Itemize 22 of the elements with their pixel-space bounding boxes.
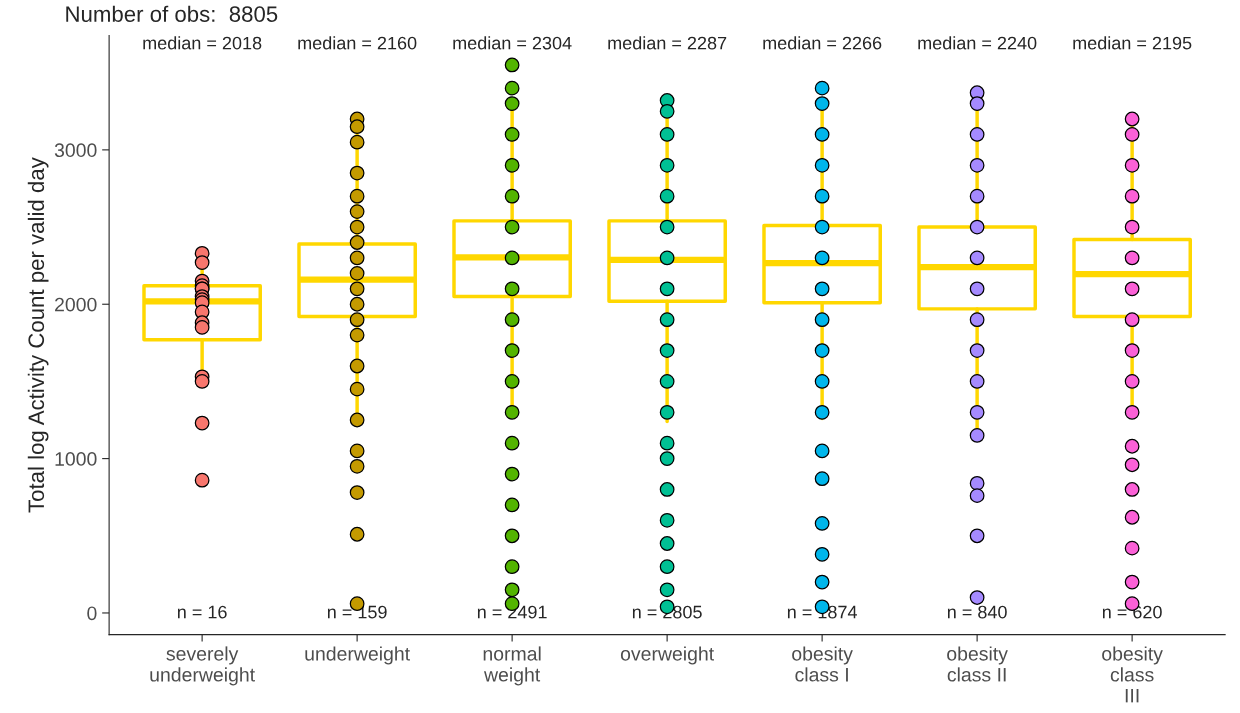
annotation: median = 2240 bbox=[918, 36, 1037, 50]
x-tick-label: overweight bbox=[620, 646, 714, 665]
y-tick-label: 3000 bbox=[54, 143, 97, 158]
annotation: median = 2266 bbox=[763, 36, 882, 50]
x-tick-label: obesity class III bbox=[1102, 646, 1163, 703]
annotation: n = 16 bbox=[177, 605, 227, 619]
y-tick-label: 2000 bbox=[55, 297, 97, 312]
y-axis-title: Total log Activity Count per valid day bbox=[27, 157, 49, 513]
x-tick-label: underweight bbox=[305, 646, 410, 665]
x-tick-label: obesity class I bbox=[792, 646, 853, 682]
annotation: n = 840 bbox=[947, 605, 1007, 619]
annotation: median = 2304 bbox=[453, 36, 572, 50]
y-tick-label: 0 bbox=[87, 606, 97, 621]
y-tick-label: 1000 bbox=[55, 452, 97, 466]
x-tick-label: obesity class II bbox=[947, 646, 1008, 682]
chart-title: Number of obs: 8805 bbox=[66, 5, 278, 22]
annotation: median = 2018 bbox=[143, 36, 262, 50]
annotation: median = 2287 bbox=[608, 36, 727, 50]
x-tick-label: severely underweight bbox=[150, 646, 255, 686]
x-tick-label: normal weight bbox=[483, 646, 541, 686]
annotation: median = 2195 bbox=[1073, 36, 1192, 50]
annotation: median = 2160 bbox=[298, 36, 417, 50]
